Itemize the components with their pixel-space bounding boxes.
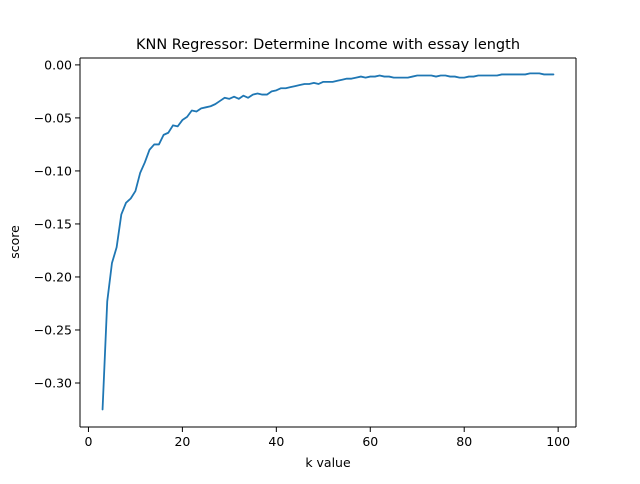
y-tick-label: −0.20 [34, 269, 72, 284]
plot-background [80, 58, 576, 427]
x-tick-label: 20 [174, 434, 190, 449]
y-tick-label: −0.05 [34, 110, 72, 125]
x-ticks: 0 20 40 60 80 100 [84, 427, 570, 449]
plot-area: 0 20 40 60 80 100 0.00 −0.05 −0.10 −0.15 −0.20 −0.… [34, 57, 577, 449]
y-ticks: 0.00 −0.05 −0.10 −0.15 −0.20 −0.25 −0.30 [34, 57, 80, 390]
y-tick-label: −0.30 [34, 375, 72, 390]
x-tick-label: 40 [268, 434, 284, 449]
chart-title: KNN Regressor: Determine Income with ess… [136, 37, 520, 53]
y-tick-label: 0.00 [44, 57, 72, 72]
y-tick-label: −0.25 [34, 322, 72, 337]
x-tick-label: 80 [456, 434, 472, 449]
x-tick-label: 60 [362, 434, 378, 449]
y-tick-label: −0.10 [34, 163, 72, 178]
y-tick-label: −0.15 [34, 216, 72, 231]
series-line [101, 72, 555, 411]
x-tick-label: 100 [546, 434, 570, 449]
x-axis-label: k value [305, 455, 351, 470]
x-tick-label: 0 [84, 434, 92, 449]
y-axis-label: score [7, 225, 22, 259]
